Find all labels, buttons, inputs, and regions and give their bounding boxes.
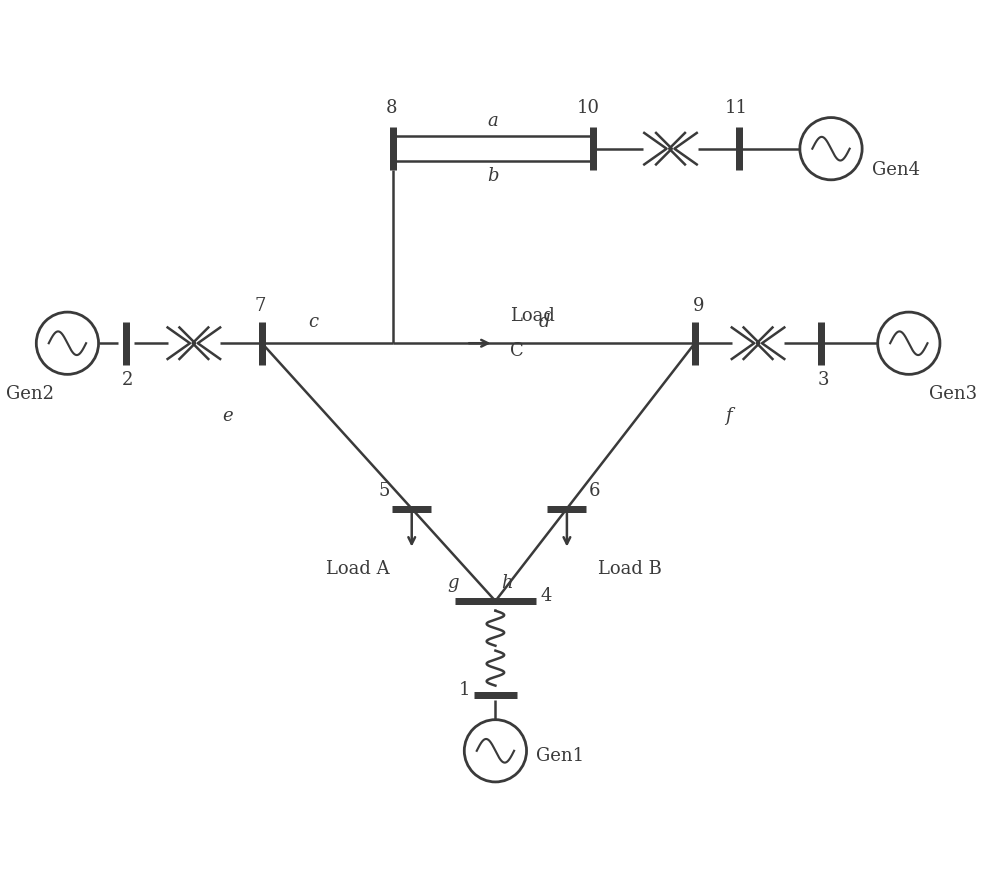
Text: 3: 3 [817,371,829,389]
Text: Load B: Load B [598,560,662,578]
Text: g: g [447,574,458,593]
Text: Gen3: Gen3 [929,385,977,403]
Text: 8: 8 [386,99,397,117]
Text: 10: 10 [576,99,599,117]
Text: f: f [726,407,732,426]
Text: Gen4: Gen4 [872,161,920,179]
Text: d: d [538,313,550,331]
Text: 7: 7 [254,297,266,315]
Text: 5: 5 [379,482,390,500]
Text: a: a [488,113,498,130]
Text: c: c [308,313,318,331]
Text: 4: 4 [540,587,552,605]
Text: 9: 9 [693,297,704,315]
Text: 2: 2 [122,371,133,389]
Text: Gen2: Gen2 [6,385,54,403]
Text: C: C [510,342,524,360]
Text: 1: 1 [459,682,470,700]
Text: Gen1: Gen1 [536,747,584,765]
Text: e: e [223,407,233,426]
Text: Load A: Load A [326,560,390,578]
Text: Load: Load [510,307,555,325]
Text: 6: 6 [588,482,600,500]
Text: b: b [487,167,499,185]
Text: h: h [501,574,513,593]
Text: 11: 11 [725,99,748,117]
